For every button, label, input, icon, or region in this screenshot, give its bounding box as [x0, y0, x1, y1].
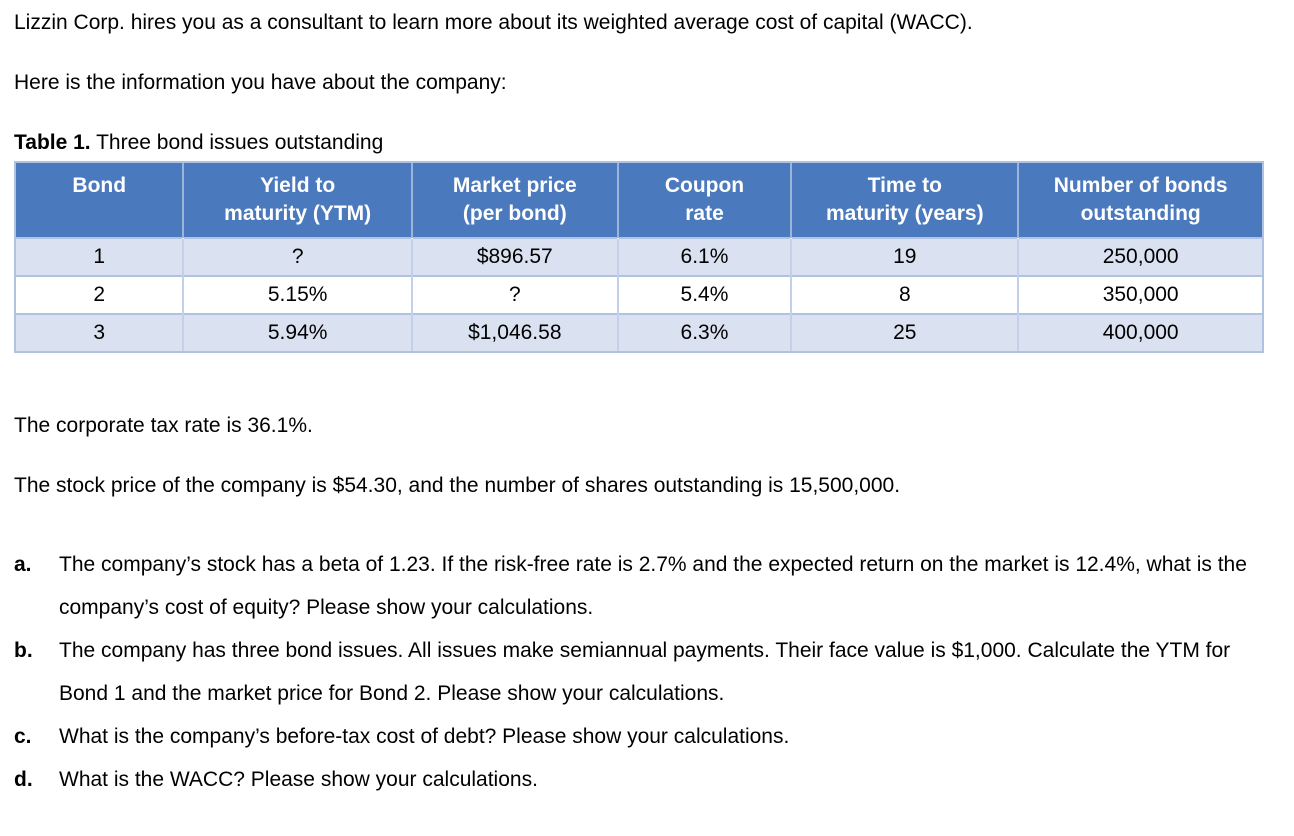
- cell-ytm: 5.94%: [182, 313, 412, 353]
- question-c-label: c.: [14, 725, 32, 748]
- cell-market-price: ?: [410, 275, 618, 314]
- question-a-text: The company’s stock has a beta of 1.23. …: [59, 553, 1247, 619]
- header-market-price: Market price (per bond): [410, 161, 618, 238]
- cell-bonds-outstanding: 250,000: [1017, 237, 1264, 276]
- question-b: b. The company has three bond issues. Al…: [14, 629, 1264, 715]
- cell-bond-number: 3: [13, 313, 184, 353]
- question-d-text: What is the WACC? Please show your calcu…: [59, 768, 538, 791]
- question-a-label: a.: [14, 553, 32, 576]
- table-row-bond-3: 3 5.94% $1,046.58 6.3% 25 400,000: [13, 313, 1264, 353]
- question-b-text: The company has three bond issues. All i…: [59, 639, 1231, 705]
- header-bonds-outstanding: Number of bonds outstanding: [1017, 161, 1264, 238]
- bond-table-header: Bond Yield to maturity (YTM) Market price…: [13, 161, 1264, 238]
- cell-time-to-maturity: 25: [790, 313, 1019, 353]
- table-row-bond-2: 2 5.15% ? 5.4% 8 350,000: [13, 275, 1264, 314]
- stock-price-paragraph: The stock price of the company is $54.30…: [14, 474, 901, 497]
- intro-paragraph: Lizzin Corp. hires you as a consultant t…: [14, 11, 973, 34]
- cell-market-price: $896.57: [410, 237, 618, 276]
- cell-coupon-rate: 5.4%: [616, 275, 792, 314]
- table-caption: Table 1. Three bond issues outstanding: [14, 130, 1264, 156]
- question-d-label: d.: [14, 768, 33, 791]
- question-b-label: b.: [14, 639, 33, 662]
- cell-bonds-outstanding: 350,000: [1017, 275, 1264, 314]
- header-time-to-maturity: Time to maturity (years): [790, 161, 1019, 238]
- table-caption-text: Three bond issues outstanding: [90, 131, 384, 154]
- cell-ytm: 5.15%: [182, 275, 412, 314]
- cell-market-price: $1,046.58: [410, 313, 618, 353]
- header-row: Bond Yield to maturity (YTM) Market price…: [13, 161, 1264, 238]
- header-ytm: Yield to maturity (YTM): [182, 161, 412, 238]
- tax-rate-paragraph: The corporate tax rate is 36.1%.: [14, 414, 313, 437]
- cell-coupon-rate: 6.3%: [616, 313, 792, 353]
- info-paragraph: Here is the information you have about t…: [14, 71, 507, 94]
- question-a: a. The company’s stock has a beta of 1.2…: [14, 543, 1264, 629]
- table-caption-label: Table 1.: [14, 131, 91, 154]
- question-c-text: What is the company’s before-tax cost of…: [59, 725, 790, 748]
- cell-time-to-maturity: 8: [790, 275, 1019, 314]
- cell-bonds-outstanding: 400,000: [1017, 313, 1264, 353]
- header-coupon-rate: Coupon rate: [616, 161, 792, 238]
- cell-bond-number: 1: [13, 237, 184, 276]
- header-bond: Bond: [13, 161, 184, 238]
- table-row-bond-1: 1 ? $896.57 6.1% 19 250,000: [13, 237, 1264, 276]
- cell-bond-number: 2: [13, 275, 184, 314]
- question-list: a. The company’s stock has a beta of 1.2…: [14, 543, 1264, 801]
- bond-table-body: 1 ? $896.57 6.1% 19 250,000 2 5.15% ? 5.…: [13, 237, 1264, 353]
- cell-ytm: ?: [182, 237, 412, 276]
- cell-coupon-rate: 6.1%: [616, 237, 792, 276]
- bond-table: Bond Yield to maturity (YTM) Market price…: [13, 161, 1264, 353]
- document-page: Lizzin Corp. hires you as a consultant t…: [13, 11, 1264, 801]
- cell-time-to-maturity: 19: [790, 237, 1019, 276]
- question-d: d. What is the WACC? Please show your ca…: [14, 758, 1264, 801]
- question-c: c. What is the company’s before-tax cost…: [14, 715, 1264, 758]
